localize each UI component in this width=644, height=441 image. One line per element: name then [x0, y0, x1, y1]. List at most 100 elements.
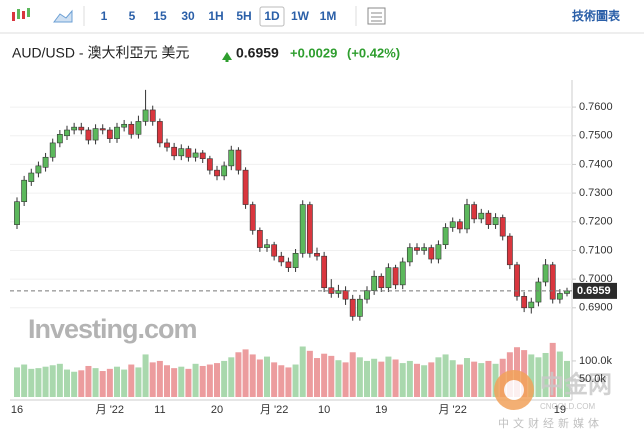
candle-body — [206, 158, 213, 171]
candle-body — [535, 281, 542, 303]
y-tick-label: 0.6900 — [579, 302, 613, 314]
area-icon[interactable] — [53, 9, 73, 23]
candle-body — [214, 169, 220, 177]
volume-bar — [14, 367, 20, 397]
volume-bar — [371, 358, 378, 397]
interval-button[interactable]: 5H — [236, 9, 251, 23]
volume-bar — [335, 360, 342, 397]
candle-body — [321, 255, 328, 289]
volume-bar — [342, 362, 349, 397]
candle-body — [199, 152, 206, 159]
volume-bar — [85, 365, 92, 397]
volume-bar — [178, 366, 185, 397]
candle-body — [142, 109, 149, 122]
x-tick-label: 19 — [554, 404, 566, 416]
volume-bar — [135, 367, 142, 397]
interval-button[interactable]: 1H — [208, 9, 223, 23]
x-tick-label: 11 — [154, 404, 165, 416]
interval-button[interactable]: 1W — [291, 9, 310, 23]
interval-button[interactable]: 5 — [129, 9, 136, 23]
candle-body — [21, 179, 28, 203]
candle-body — [106, 129, 113, 139]
volume-bar — [149, 362, 156, 397]
interval-button[interactable]: 15 — [153, 9, 167, 23]
volume-tick-label: 100.0k — [579, 355, 613, 367]
volume-bar — [121, 369, 128, 397]
y-tick-label: 0.7300 — [579, 187, 613, 199]
candle-body — [242, 169, 249, 205]
volume-bar — [349, 352, 356, 397]
last-price-label: 0.6959 — [577, 285, 611, 297]
volume-bar — [228, 357, 235, 397]
candle-body — [221, 165, 228, 177]
volume-bar — [278, 365, 285, 397]
candle-body — [235, 149, 242, 171]
volume-bar — [321, 353, 328, 397]
volume-bar — [485, 360, 492, 397]
up-arrow — [222, 52, 232, 62]
volume-bar — [564, 360, 570, 397]
volume-bar — [442, 354, 449, 397]
candle-body — [371, 275, 378, 291]
x-tick-label: 19 — [375, 404, 387, 416]
candle-body — [149, 109, 156, 122]
candle-body — [306, 204, 313, 254]
interval-button[interactable]: 1D — [264, 9, 280, 23]
candle-body — [164, 142, 170, 148]
volume-bar — [164, 365, 170, 397]
x-tick-label: 月 '22 — [439, 404, 467, 416]
candle-body — [449, 221, 456, 228]
settings-icon[interactable] — [367, 7, 386, 25]
interval-button[interactable]: 1M — [320, 9, 337, 23]
candle-body — [364, 290, 370, 300]
instrument-title: AUD/USD - 澳大利亞元 美元 — [12, 45, 189, 61]
candle-body — [99, 128, 106, 131]
volume-bar — [56, 363, 63, 397]
x-tick-label: 16 — [11, 404, 23, 416]
volume-bar — [214, 363, 220, 397]
candle-body — [342, 290, 349, 300]
volume-bar — [271, 362, 278, 397]
volume-tick-label: 50.0k — [579, 373, 606, 385]
change-percent: (+0.42%) — [347, 45, 400, 60]
candle-body — [528, 301, 535, 309]
volume-bar — [435, 357, 442, 397]
volume-bar — [242, 349, 249, 397]
volume-bar — [535, 357, 542, 397]
candle-body — [192, 152, 199, 158]
candle-body — [549, 264, 556, 300]
candle-body — [428, 247, 435, 260]
candle-body — [292, 253, 299, 268]
volume-bar — [28, 368, 35, 397]
volume-bar — [92, 368, 99, 397]
volume-bar — [556, 351, 563, 397]
volume-bar — [299, 346, 306, 397]
volume-bar — [71, 371, 78, 397]
candle-icon[interactable] — [12, 8, 30, 21]
candle-body — [299, 204, 306, 254]
chart-link[interactable]: 技術圖表 — [572, 8, 621, 23]
interval-button[interactable]: 1 — [101, 9, 108, 23]
candle-body — [114, 126, 120, 139]
y-tick-label: 0.7400 — [579, 158, 613, 170]
last-price-tag — [573, 282, 617, 299]
candle-body — [156, 121, 163, 144]
candle-body — [356, 298, 363, 317]
interval-button[interactable]: 30 — [181, 9, 195, 23]
volume-bar — [114, 366, 120, 397]
candle-body — [478, 212, 485, 220]
plot — [10, 89, 576, 397]
candle-body — [56, 134, 63, 144]
y-tick-label: 0.7100 — [579, 244, 613, 256]
candle-body — [435, 244, 442, 260]
candle-body — [14, 201, 20, 225]
volume-bar — [35, 368, 42, 397]
y-tick-label: 0.7500 — [579, 130, 613, 142]
investing-watermark: Investing.com — [28, 314, 197, 344]
candle-body — [492, 217, 499, 225]
candle-body — [442, 227, 449, 246]
candle-body — [392, 267, 399, 286]
volume-bar — [199, 365, 206, 397]
volume-bar — [235, 352, 242, 397]
volume-bar — [492, 363, 499, 397]
